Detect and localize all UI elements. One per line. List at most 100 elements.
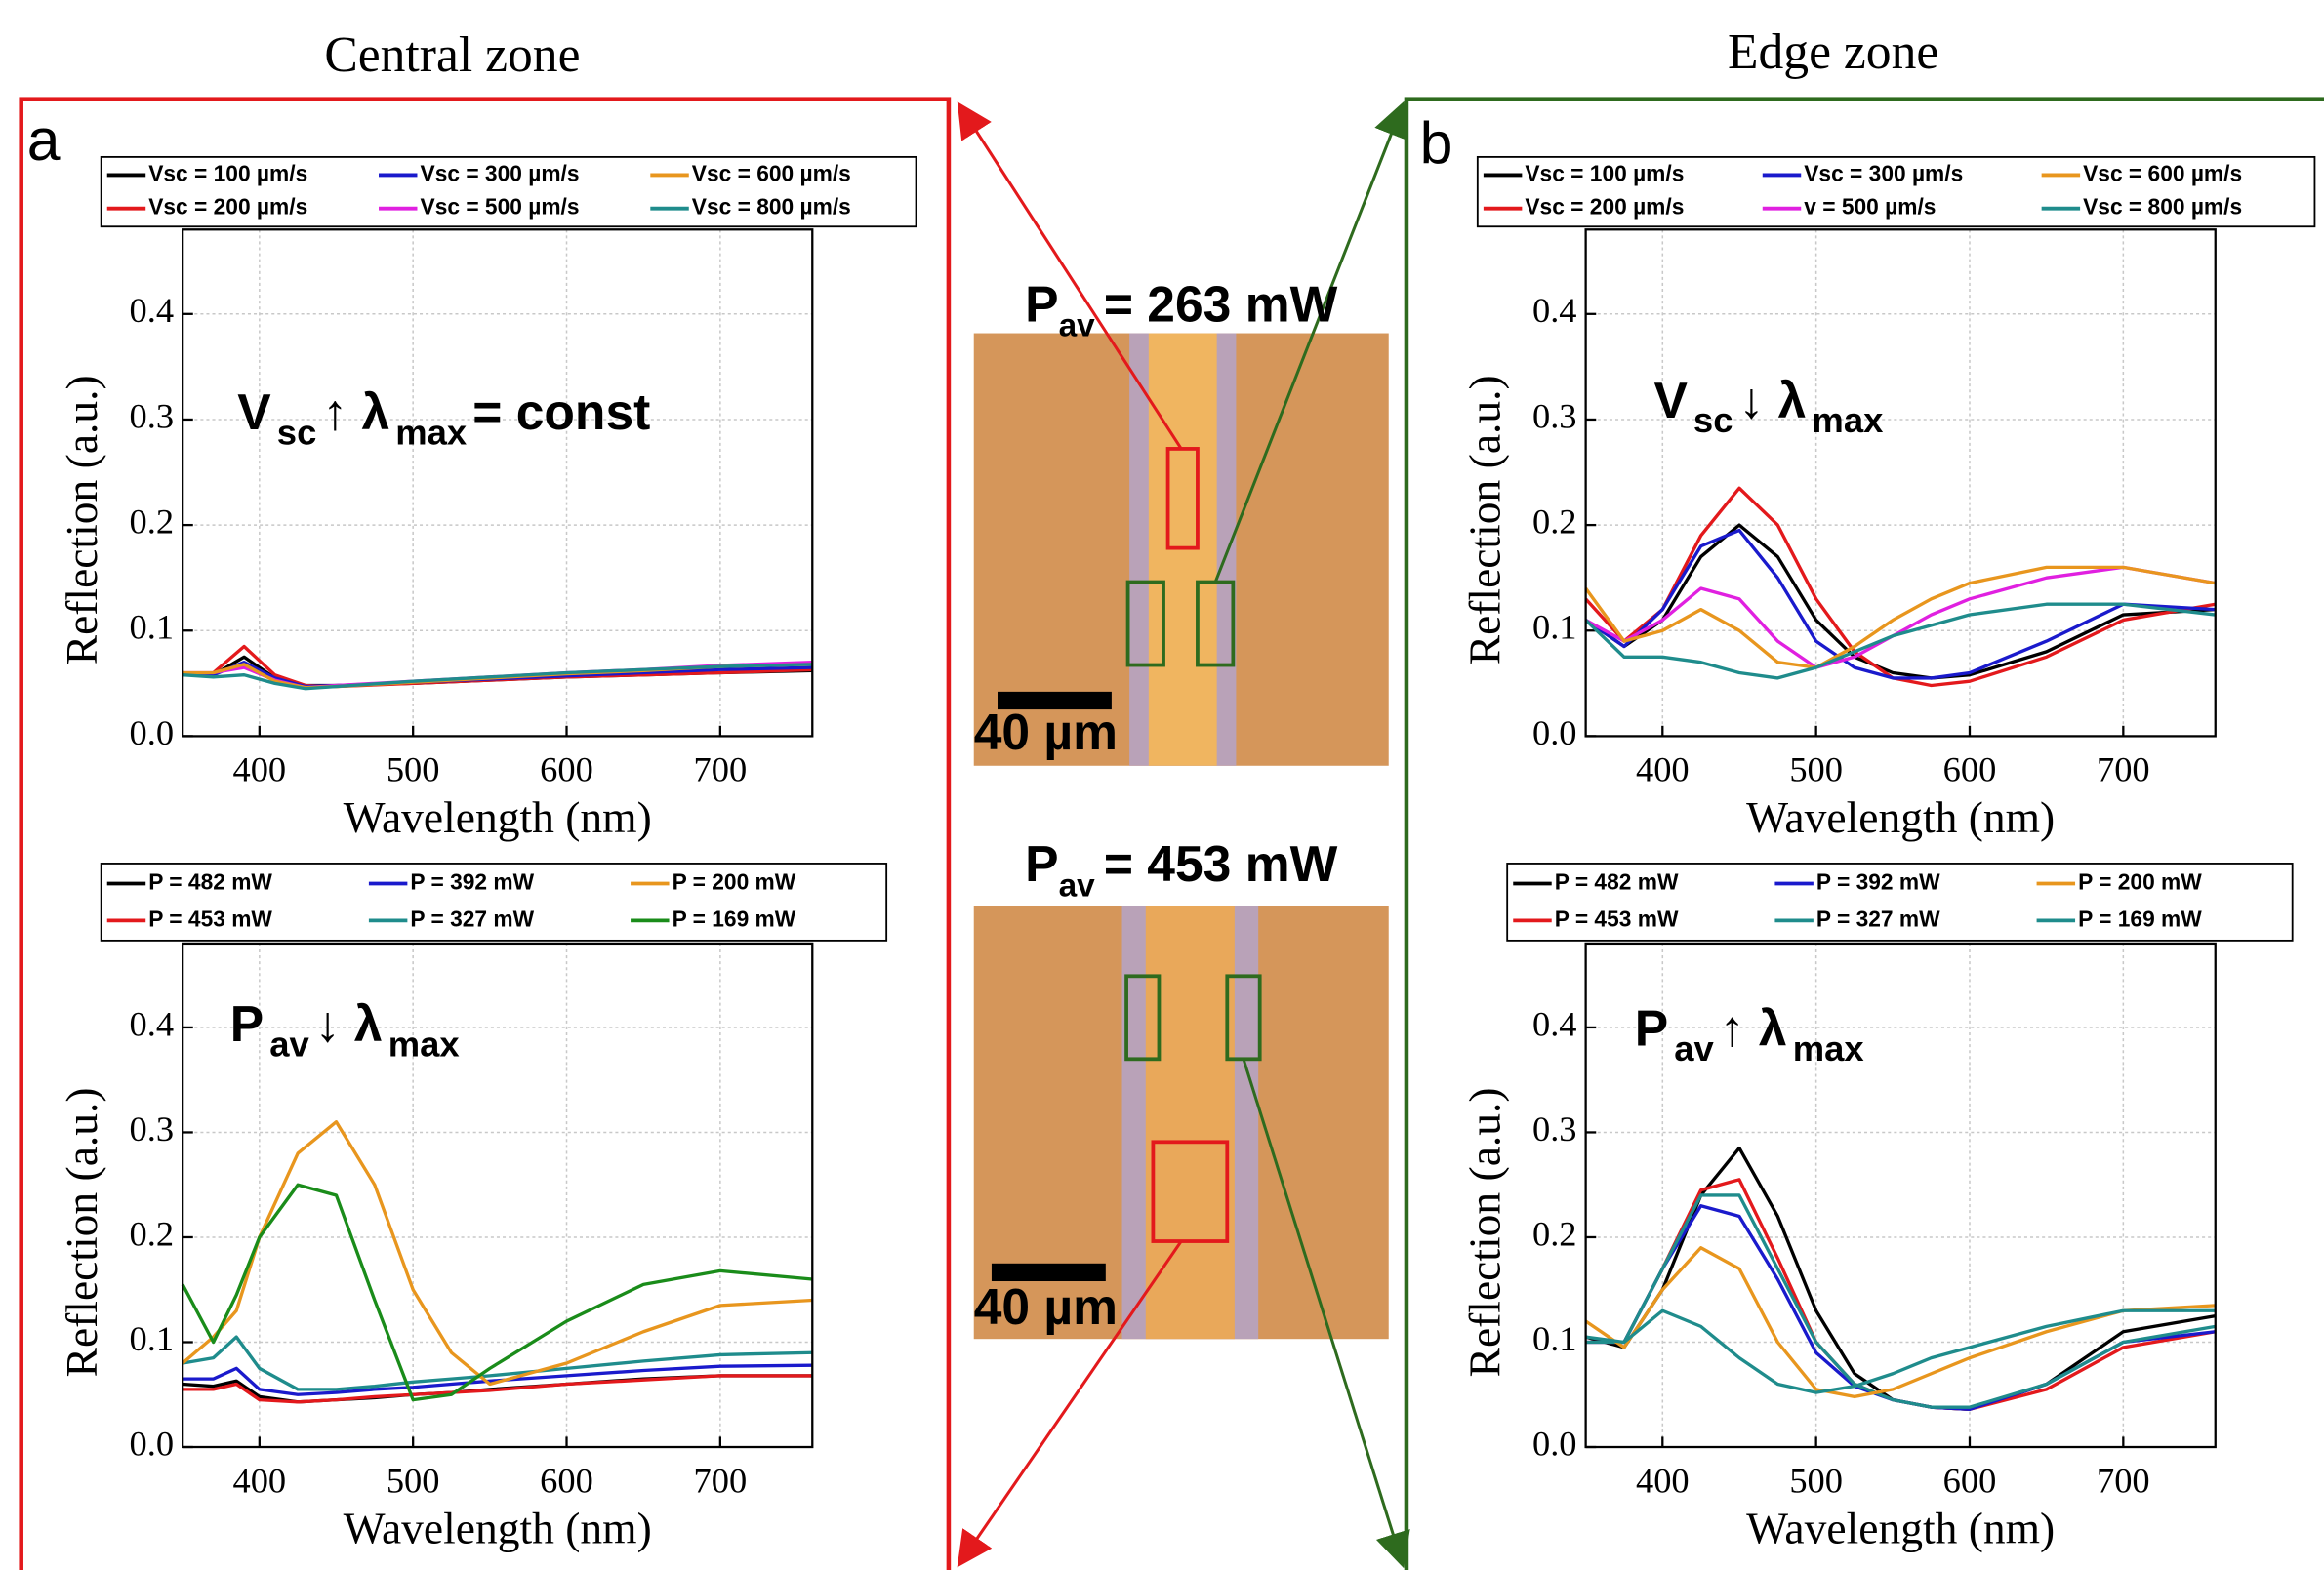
legend-label: P = 200 mW	[673, 868, 796, 894]
annotation-part: sc	[277, 412, 317, 452]
y-tick-label: 0.4	[1532, 1004, 1577, 1043]
legend-box	[1476, 155, 2316, 228]
x-tick-label: 600	[540, 1461, 593, 1500]
legend-label: Vsc = 200 µm/s	[1525, 194, 1684, 220]
series-line	[1584, 602, 2216, 680]
micrograph-power: Pav = 263 mW	[1025, 275, 1337, 343]
y-tick-label: 0.4	[1532, 291, 1577, 330]
plot-frame	[182, 228, 814, 738]
x-axis-label: Wavelength (nm)	[1746, 792, 2055, 842]
series-line	[1584, 528, 2216, 680]
annotation-part: V	[1653, 372, 1688, 428]
zone-title: Edge zone	[1728, 24, 1938, 80]
annotation-part: av	[1674, 1028, 1714, 1068]
legend-label: Vsc = 100 µm/s	[1525, 160, 1684, 185]
y-axis-label: Reflection (a.u.)	[1460, 1087, 1510, 1377]
text: = 453 mW	[1104, 835, 1338, 892]
annotation-part: P	[230, 995, 264, 1052]
annotation-part: P	[1635, 1000, 1668, 1057]
series-line	[181, 1183, 813, 1402]
zone-title: Central zone	[324, 27, 580, 83]
x-tick-label: 500	[1789, 1461, 1843, 1500]
plot-area	[183, 229, 813, 737]
series-line	[1585, 1193, 2217, 1409]
x-tick-label: 500	[1789, 750, 1843, 789]
legend-label: Vsc = 200 µm/s	[148, 194, 307, 220]
x-tick-label: 500	[387, 1461, 440, 1500]
annotation-part: max	[1812, 400, 1883, 440]
annotation-part: V	[237, 383, 271, 440]
y-tick-label: 0.2	[130, 502, 175, 541]
legend-box	[1506, 863, 2294, 942]
x-tick-label: 400	[1636, 1461, 1690, 1500]
y-axis-label: Reflection (a.u.)	[57, 375, 106, 664]
zone-frame	[19, 97, 952, 1570]
legend-label: Vsc = 800 µm/s	[692, 194, 851, 220]
y-tick-label: 0.4	[130, 1004, 175, 1043]
plot-frame	[1584, 942, 2217, 1449]
pointer	[1242, 1058, 1410, 1569]
micrograph-power: Pav = 453 mW	[1025, 835, 1337, 904]
annotation-part: ↑ λ	[322, 383, 389, 440]
annotation-part: sc	[1693, 400, 1733, 440]
x-axis-label: Wavelength (nm)	[344, 792, 652, 842]
series-line	[182, 1120, 813, 1387]
legend-label: Vsc = 800 µm/s	[2083, 194, 2242, 220]
x-tick-label: 600	[1943, 1461, 1997, 1500]
y-tick-label: 0.0	[130, 713, 175, 752]
x-tick-label: 700	[2097, 1461, 2150, 1500]
x-tick-label: 400	[1636, 750, 1690, 789]
x-tick-label: 500	[387, 750, 440, 789]
legend-label: P = 169 mW	[673, 906, 796, 931]
legend-label: Vsc = 600 µm/s	[2083, 160, 2242, 185]
pointer	[957, 101, 1183, 450]
x-tick-label: 700	[694, 750, 748, 789]
legend-label: Vsc = 600 µm/s	[692, 160, 851, 185]
legend-label: P = 453 mW	[1555, 906, 1679, 931]
legend-label: Vsc = 300 µm/s	[1804, 160, 1963, 185]
y-tick-label: 0.2	[1532, 502, 1577, 541]
scale-bar-label: 40 µm	[974, 704, 1118, 760]
y-tick-label: 0.3	[130, 396, 175, 435]
text: P	[1025, 275, 1058, 332]
zone-frame	[1404, 97, 2324, 1570]
panel-label: a	[27, 106, 61, 173]
y-tick-label: 0.2	[130, 1214, 175, 1253]
scale-bar-label: 40 µm	[974, 1278, 1118, 1335]
y-tick-label: 0.0	[1532, 713, 1577, 752]
series-line	[1584, 1246, 2216, 1399]
y-tick-label: 0.0	[1532, 1424, 1577, 1463]
legend-box	[100, 863, 888, 942]
legend-label: Vsc = 100 µm/s	[148, 160, 307, 185]
y-tick-label: 0.2	[1532, 1214, 1577, 1253]
y-tick-label: 0.4	[130, 291, 175, 330]
pointer	[957, 1240, 1183, 1568]
annotation-part: max	[1793, 1028, 1864, 1068]
text: P	[1025, 835, 1058, 892]
annotation-part: ↓ λ	[1739, 372, 1807, 428]
series-line	[183, 663, 813, 691]
plot-frame	[182, 942, 814, 1449]
legend-label: P = 200 mW	[2078, 868, 2202, 894]
annotation-part: ↑ λ	[1720, 1000, 1787, 1057]
legend-label: P = 482 mW	[1555, 868, 1679, 894]
x-tick-label: 700	[694, 1461, 748, 1500]
legend-label: P = 453 mW	[148, 906, 272, 931]
y-tick-label: 0.1	[1532, 1319, 1577, 1358]
text: = 263 mW	[1104, 275, 1338, 332]
series-line	[1584, 565, 2217, 669]
text: av	[1059, 308, 1096, 344]
y-tick-label: 0.1	[130, 608, 175, 647]
annotation-part: max	[395, 412, 467, 452]
series-line	[182, 1335, 813, 1391]
x-axis-label: Wavelength (nm)	[1746, 1504, 2055, 1553]
legend-label: Vsc = 300 µm/s	[421, 160, 580, 185]
annotation-part: ↓ λ	[315, 995, 383, 1052]
legend-label: Vsc = 500 µm/s	[421, 194, 580, 220]
legend-label: P = 392 mW	[1816, 868, 1940, 894]
y-tick-label: 0.3	[1532, 396, 1577, 435]
micrograph	[973, 906, 1389, 1340]
